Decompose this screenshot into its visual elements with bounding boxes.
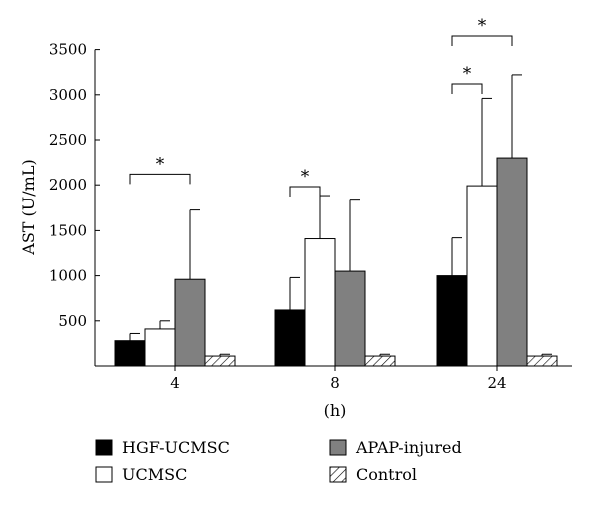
significance-star-1: * (301, 167, 310, 187)
x-axis-title: (h) (324, 401, 347, 420)
y-axis-title: AST (U/mL) (19, 159, 38, 255)
significance-bracket-3 (451, 35, 513, 47)
legend-swatch-Control (329, 466, 347, 483)
y-tick-label-1000: 1000 (49, 267, 87, 285)
significance-bracket-1 (289, 186, 321, 198)
legend: HGF-UCMSC UCMSC APAP-injured Control (95, 438, 462, 484)
bar-8-HGF-UCMSC (274, 309, 306, 367)
legend-label-APAP-injured: APAP-injured (355, 438, 462, 457)
x-tick-label-8: 8 (330, 374, 340, 392)
axes: 500 1000 1500 2000 2500 3000 3500 AST (U/mL) 4 8 2… (19, 41, 572, 420)
bar-8-UCMSC (304, 238, 336, 367)
bar-4-HGF-UCMSC (114, 340, 146, 367)
significance-star-0: * (156, 154, 165, 174)
y-tick-label-2000: 2000 (49, 176, 87, 194)
significance-star-3: * (478, 16, 487, 36)
bar-4-UCMSC (144, 328, 176, 367)
legend-label-HGF-UCMSC: HGF-UCMSC (122, 438, 230, 457)
significance-bracket-0 (129, 173, 191, 185)
legend-label-Control: Control (356, 465, 417, 484)
bars (114, 74, 558, 367)
y-tick-label-500: 500 (58, 312, 87, 330)
x-tick-label-24: 24 (487, 374, 506, 392)
significance-brackets: * * * * (129, 16, 513, 198)
y-tick-label-3500: 3500 (49, 41, 87, 59)
bar-24-HGF-UCMSC (436, 275, 468, 367)
x-tick-label-4: 4 (170, 374, 180, 392)
bar-24-APAP-injured (496, 157, 528, 367)
legend-swatch-APAP-injured (329, 439, 347, 456)
significance-bracket-2 (451, 83, 483, 94)
significance-star-2: * (463, 64, 472, 84)
bar-24-UCMSC (466, 185, 498, 367)
bar-24-Control (526, 355, 558, 367)
bar-8-APAP-injured (334, 270, 366, 367)
y-tick-label-3000: 3000 (49, 86, 87, 104)
legend-swatch-HGF-UCMSC (95, 439, 113, 456)
bar-4-APAP-injured (174, 278, 206, 367)
y-tick-label-2500: 2500 (49, 131, 87, 149)
bar-8-Control (364, 355, 396, 367)
legend-label-UCMSC: UCMSC (122, 465, 187, 484)
legend-swatch-UCMSC (95, 466, 113, 483)
y-tick-label-1500: 1500 (49, 221, 87, 239)
bar-4-Control (204, 355, 236, 367)
